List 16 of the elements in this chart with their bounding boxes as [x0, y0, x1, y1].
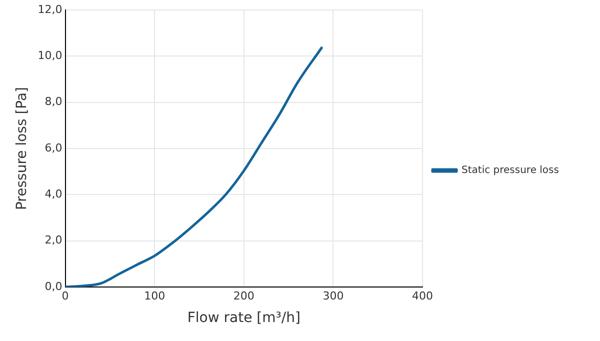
y-tick-label: 0,0 [44, 280, 62, 293]
x-tick-label: 400 [412, 289, 433, 302]
y-tick-label: 12,0 [38, 2, 62, 16]
x-axis-title: Flow rate [m³/h] [187, 310, 300, 326]
legend-label: Static pressure loss [462, 165, 559, 176]
y-tick-label: 8,0 [44, 95, 62, 108]
x-tick-label: 100 [144, 289, 166, 302]
y-tick-label: 10,0 [38, 49, 62, 62]
y-tick-label: 4,0 [44, 188, 62, 201]
x-tick-label: 0 [62, 289, 69, 302]
x-tick-label: 200 [233, 289, 254, 302]
y-tick-label: 6,0 [44, 141, 62, 154]
x-tick-label: 300 [322, 289, 344, 302]
y-axis-title: Pressure loss [Pa] [14, 86, 30, 210]
y-tick-label: 2,0 [44, 234, 62, 247]
line-series [65, 46, 323, 287]
